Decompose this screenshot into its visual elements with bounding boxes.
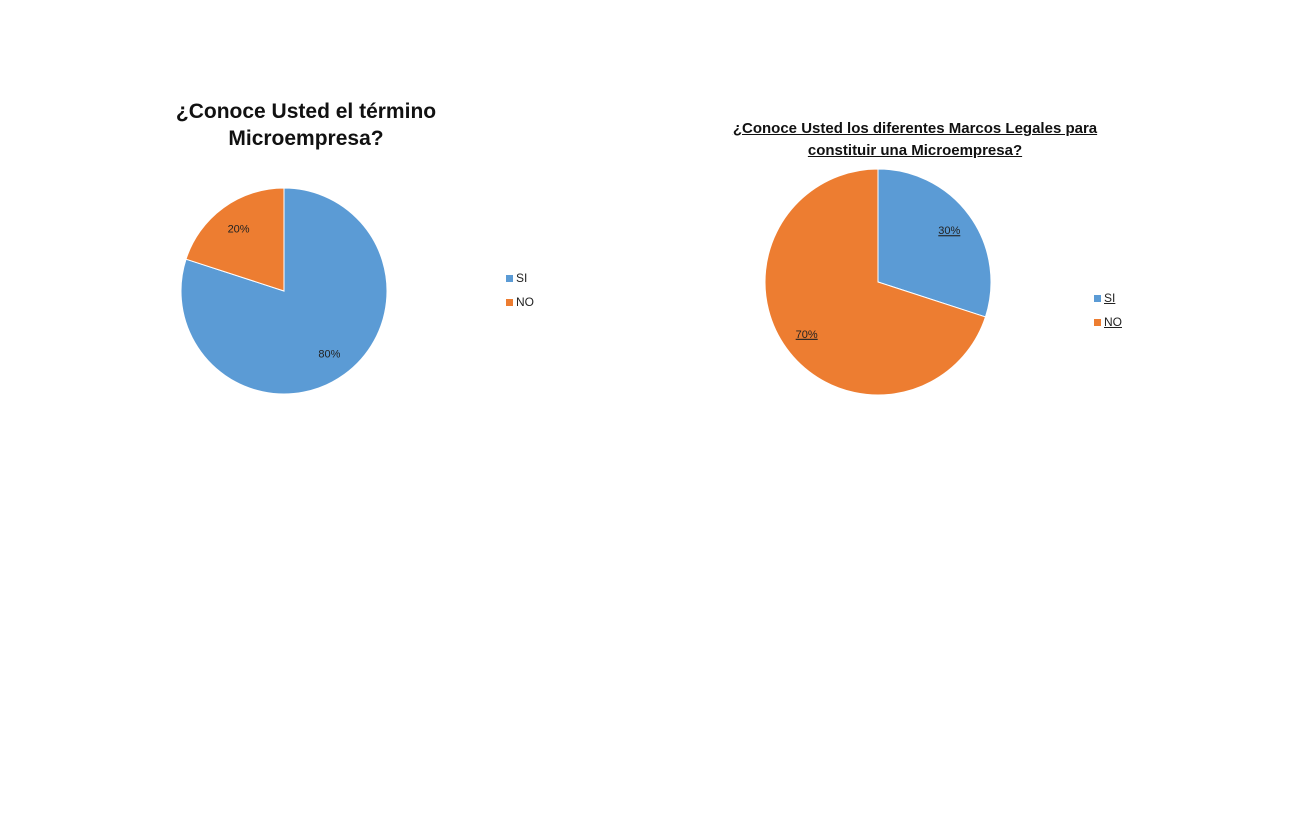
legend-item-no: NO <box>506 290 534 314</box>
pie-slice-no <box>185 187 285 292</box>
legend-item-si: SI <box>506 266 534 290</box>
pie-slice-no <box>764 168 987 396</box>
legend: SI NO <box>506 266 534 314</box>
legend: SI NO <box>1094 286 1122 334</box>
legend-swatch <box>506 298 513 306</box>
pie-svg: 80% 20% <box>180 187 388 395</box>
legend-label: SI <box>516 271 528 285</box>
chart-title: ¿Conoce Usted los diferentes Marcos Lega… <box>732 120 1098 159</box>
legend-swatch <box>1094 294 1101 302</box>
legend-swatch <box>1094 318 1101 326</box>
data-label-si: 30% <box>938 225 960 237</box>
data-label-no: 70% <box>796 329 818 341</box>
legend-item-si: SI <box>1094 286 1122 310</box>
pie-slice-si <box>877 168 992 318</box>
legend-swatch <box>506 274 513 282</box>
pie-svg: 30% 70% <box>764 168 992 396</box>
legend-item-no: NO <box>1094 310 1122 334</box>
pie-chart-marcos-legales: ¿Conoce Usted los diferentes Marcos Lega… <box>700 110 1160 410</box>
legend-label: SI <box>1104 291 1116 305</box>
legend-label: NO <box>1104 315 1122 329</box>
pie-chart-microempresa: ¿Conoce Usted el término Microempresa? 8… <box>120 90 600 420</box>
pie-slice-si <box>180 187 388 395</box>
data-label-si: 80% <box>318 348 340 360</box>
legend-label: NO <box>516 295 534 309</box>
chart-title: ¿Conoce Usted el término Microempresa? <box>175 100 437 150</box>
data-label-no: 20% <box>228 224 250 236</box>
